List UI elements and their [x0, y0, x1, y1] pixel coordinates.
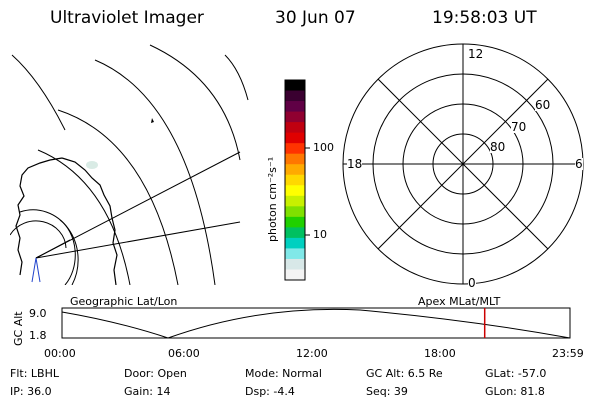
colorbar-tick-100: 100	[313, 141, 334, 154]
colorbar-band	[285, 80, 305, 92]
status-glat: GLat: -57.0	[485, 367, 547, 380]
status-gc-alt: GC Alt: 6.5 Re	[366, 367, 443, 380]
colorbar-band	[285, 143, 305, 155]
colorbar-band	[285, 90, 305, 102]
status-ip: IP: 36.0	[10, 385, 52, 398]
colorbar-band	[285, 248, 305, 260]
coastline	[15, 157, 118, 285]
timeline-right-title: Apex MLat/MLT	[418, 295, 501, 308]
timeline-xtick-0: 00:00	[44, 347, 76, 360]
hour-label-6: 6	[575, 157, 583, 171]
status-dsp: Dsp: -4.4	[245, 385, 295, 398]
lat-label-80: 80	[490, 140, 506, 154]
lat-arc	[149, 44, 241, 161]
status-seq: Seq: 39	[366, 385, 408, 398]
timeline-xtick-4: 23:59	[552, 347, 584, 360]
colorbar-band	[285, 101, 305, 113]
lat-arc	[94, 59, 216, 285]
position-marker	[151, 118, 154, 123]
lat-arc	[224, 54, 249, 101]
status-door: Door: Open	[124, 367, 187, 380]
timeline-xtick-1: 06:00	[168, 347, 200, 360]
date-label: 30 Jun 07	[275, 8, 356, 28]
colorbar-band	[285, 269, 305, 281]
colorbar-band	[285, 153, 305, 165]
colorbar-band	[285, 195, 305, 207]
timeline-left-title: Geographic Lat/Lon	[70, 295, 178, 308]
colorbar-band	[285, 258, 305, 270]
lat-label-70: 70	[511, 120, 527, 134]
colorbar-tick-10: 10	[313, 228, 327, 241]
timeline-ytick-top: 9.0	[29, 307, 47, 320]
lat-label-60: 60	[535, 98, 551, 112]
app-title: Ultraviolet Imager	[50, 8, 204, 28]
meridian-diag-2	[377, 78, 549, 250]
status-gain: Gain: 14	[124, 385, 171, 398]
lat-arc	[19, 209, 79, 285]
lat-arc	[11, 54, 66, 131]
colorbar-band	[285, 174, 305, 186]
time-label: 19:58:03 UT	[432, 8, 537, 28]
lat-arc	[57, 109, 179, 285]
timeline-frame	[61, 307, 571, 339]
colorbar-band	[285, 206, 305, 218]
colorbar-band	[285, 132, 305, 144]
timeline-xtick-3: 18:00	[424, 347, 456, 360]
hour-label-12: 12	[468, 47, 484, 61]
aurora-patch	[86, 161, 98, 169]
timeline-ytick-bottom: 1.8	[29, 329, 47, 342]
colorbar-band	[285, 111, 305, 123]
status-filter: Flt: LBHL	[10, 367, 59, 380]
timeline-xtick-2: 12:00	[296, 347, 328, 360]
colorbar-band	[285, 185, 305, 197]
lon-line	[35, 221, 241, 259]
lat-arc	[37, 149, 131, 285]
status-glon: GLon: 81.8	[485, 385, 545, 398]
colorbar-band	[285, 237, 305, 249]
hour-label-18: 18	[347, 157, 363, 171]
footprint-line	[31, 257, 41, 283]
status-mode: Mode: Normal	[245, 367, 322, 380]
hour-label-0: 0	[468, 276, 476, 290]
colorbar-band	[285, 227, 305, 239]
altitude-curve	[61, 308, 571, 339]
lon-line	[35, 239, 71, 259]
colorbar-band	[285, 122, 305, 134]
colorbar-band	[285, 216, 305, 228]
colorbar-band	[285, 164, 305, 176]
